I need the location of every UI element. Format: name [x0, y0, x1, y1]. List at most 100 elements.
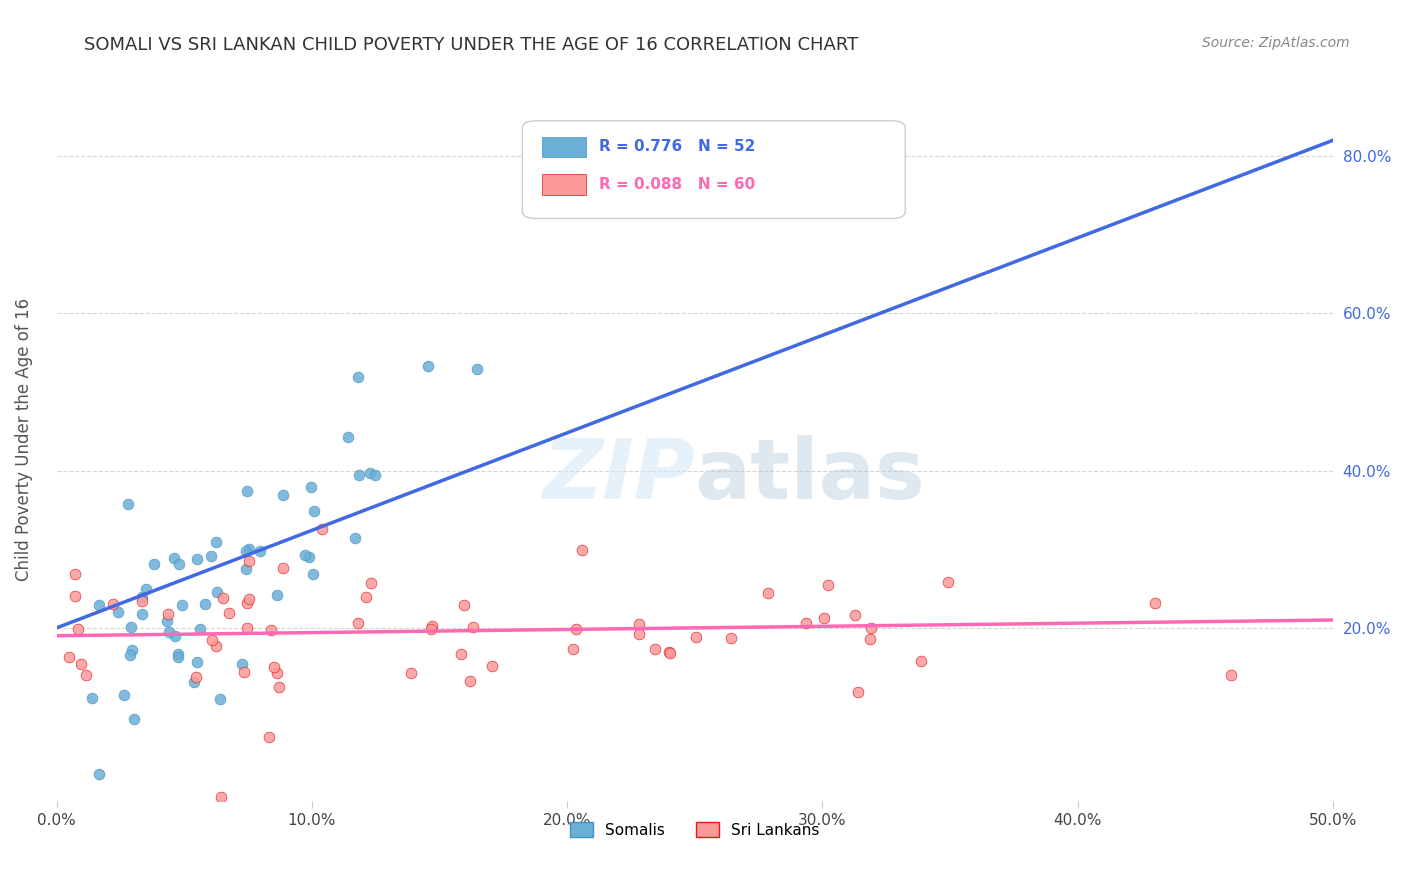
Text: ZIP: ZIP [543, 434, 695, 516]
Point [186, 670, 208, 684]
Point [344, 532, 367, 546]
Y-axis label: Child Poverty Under the Age of 16: Child Poverty Under the Age of 16 [15, 298, 32, 581]
Point [63, 566, 86, 581]
Point [627, 627, 650, 641]
Point [194, 597, 217, 611]
Point [238, 554, 260, 568]
Point [294, 549, 316, 563]
Point [89, 598, 111, 612]
Point [236, 596, 259, 610]
Point [208, 692, 231, 706]
Point [157, 607, 180, 621]
Point [364, 468, 387, 483]
Point [205, 585, 228, 599]
Point [124, 712, 146, 726]
Point [205, 534, 228, 549]
Point [101, 597, 124, 611]
Point [450, 648, 472, 662]
Point [271, 488, 294, 502]
Point [259, 731, 281, 745]
Point [120, 620, 142, 634]
Point [231, 657, 253, 672]
Point [813, 611, 835, 625]
Point [347, 468, 370, 483]
Point [311, 522, 333, 536]
Point [347, 616, 370, 631]
Point [302, 567, 325, 582]
Point [658, 646, 681, 660]
Point [121, 643, 143, 657]
Point [422, 619, 444, 633]
Point [756, 586, 779, 600]
Point [346, 369, 368, 384]
Point [720, 631, 742, 645]
Point [337, 430, 360, 444]
Point [1144, 596, 1167, 610]
Text: R = 0.776   N = 52: R = 0.776 N = 52 [599, 138, 755, 153]
Point [266, 665, 288, 680]
Point [846, 685, 869, 699]
Point [166, 647, 188, 661]
Point [299, 480, 322, 494]
Point [1219, 668, 1241, 682]
Point [201, 633, 224, 648]
Point [685, 630, 707, 644]
Point [142, 557, 165, 571]
Point [465, 362, 488, 376]
Point [238, 542, 260, 557]
Point [205, 640, 228, 654]
Point [267, 680, 290, 694]
Point [157, 625, 180, 640]
Point [354, 590, 377, 604]
Point [70, 657, 93, 672]
Point [658, 645, 681, 659]
Point [481, 658, 503, 673]
Point [249, 543, 271, 558]
Point [107, 606, 129, 620]
Point [359, 466, 381, 480]
Point [271, 560, 294, 574]
Point [859, 621, 882, 635]
Point [302, 504, 325, 518]
Point [263, 660, 285, 674]
Point [238, 592, 260, 607]
Point [58, 650, 80, 665]
Point [936, 574, 959, 589]
Point [233, 665, 256, 680]
Point [82, 691, 104, 706]
Point [235, 562, 257, 576]
Point [156, 615, 179, 629]
Point [65, 589, 87, 603]
Point [463, 620, 485, 634]
Point [212, 591, 235, 606]
Point [859, 632, 882, 646]
Point [399, 665, 422, 680]
Point [628, 616, 651, 631]
Text: atlas: atlas [695, 434, 925, 516]
Point [564, 622, 586, 636]
Point [209, 790, 232, 805]
Point [259, 623, 281, 637]
Point [186, 552, 208, 566]
Point [644, 641, 666, 656]
Text: R = 0.088   N = 60: R = 0.088 N = 60 [599, 177, 755, 192]
Point [167, 557, 190, 571]
Point [166, 650, 188, 665]
Point [170, 599, 193, 613]
Point [266, 588, 288, 602]
FancyBboxPatch shape [541, 136, 586, 157]
FancyBboxPatch shape [523, 120, 905, 219]
Point [131, 591, 153, 605]
Legend: Somalis, Sri Lankans: Somalis, Sri Lankans [564, 815, 825, 844]
Point [218, 606, 240, 620]
Point [453, 598, 475, 612]
Point [117, 497, 139, 511]
Point [794, 616, 817, 631]
Point [910, 654, 932, 668]
FancyBboxPatch shape [541, 174, 586, 194]
Point [360, 576, 382, 591]
Point [118, 648, 141, 662]
Point [183, 675, 205, 690]
Point [112, 688, 135, 702]
Point [418, 359, 440, 373]
